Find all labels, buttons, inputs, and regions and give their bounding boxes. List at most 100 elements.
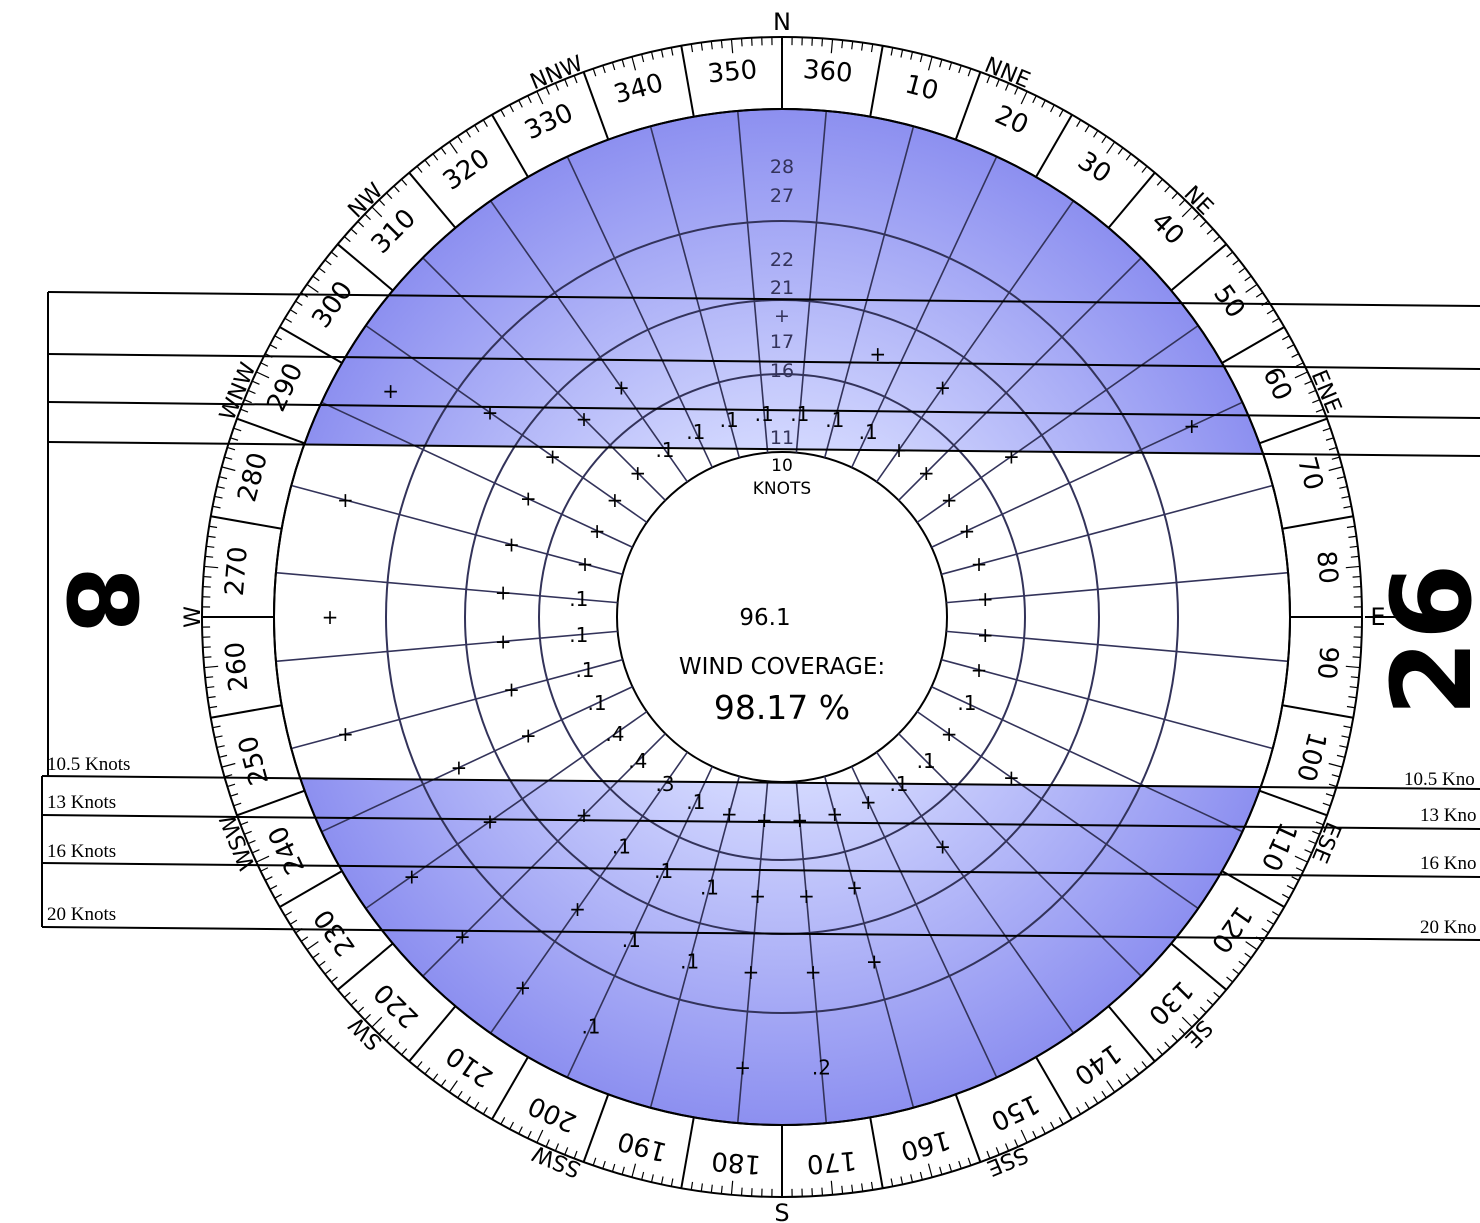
compass-tick <box>440 147 447 155</box>
degree-label: 200 <box>524 1090 582 1138</box>
compass-tick <box>256 855 270 863</box>
compass-tick <box>890 1178 894 1187</box>
compass-tick <box>251 849 260 854</box>
compass-tick <box>416 165 423 173</box>
compass-tick <box>1035 114 1073 178</box>
compass-tick <box>1312 399 1320 404</box>
wind-cell-value: .1 <box>755 402 774 426</box>
degree-label: 100 <box>1290 729 1332 785</box>
compass-tick <box>573 1150 578 1159</box>
compass-tick <box>440 1079 447 1087</box>
degree-label: 310 <box>366 203 422 259</box>
compass-tick <box>660 49 664 58</box>
wind-cell-value: .1 <box>0 0 10 5</box>
compass-tick <box>337 243 394 292</box>
compass-tick <box>670 1178 674 1187</box>
wind-cell-value: + <box>482 810 499 834</box>
compass-tick <box>1328 783 1337 788</box>
compass-tick <box>214 735 223 739</box>
compass-tick <box>730 39 734 54</box>
speed-ring-label: + <box>774 305 790 327</box>
compass-tick <box>424 159 431 167</box>
compass-tick <box>432 153 439 161</box>
compass-tick <box>1050 1121 1055 1130</box>
compass-tick <box>740 38 743 47</box>
compass-tick <box>312 275 320 282</box>
compass-tick <box>554 82 560 91</box>
compass-tick <box>318 267 326 274</box>
compass-tick <box>710 41 713 50</box>
degree-label: 210 <box>441 1040 499 1093</box>
compass-tick <box>621 59 625 68</box>
sector-spoke <box>649 126 741 458</box>
compass-tick <box>1141 1061 1148 1069</box>
compass-tick <box>1076 119 1082 128</box>
compass-tick <box>564 79 569 87</box>
compass-tick <box>1213 236 1221 243</box>
compass-tick <box>700 42 703 51</box>
calm-circle-fill <box>617 452 947 782</box>
compass-tick <box>378 199 386 206</box>
degree-label: 80 <box>1310 550 1343 586</box>
compass-tick <box>1295 867 1304 872</box>
sector-spoke <box>875 751 1075 1034</box>
wind-cell-value: + <box>0 0 8 5</box>
compass-tick <box>227 446 236 451</box>
compass-tick <box>350 228 358 235</box>
compass-tick <box>416 1061 423 1069</box>
compass-tick <box>1050 104 1055 113</box>
compass-tick <box>631 1163 637 1178</box>
compass-tick <box>219 754 228 758</box>
compass-tick <box>1035 1056 1073 1120</box>
compass-tick <box>1232 259 1240 266</box>
compass-tick <box>1328 466 1343 472</box>
compass-tick <box>1199 221 1207 228</box>
wind-cell-value: .1 <box>612 834 631 858</box>
compass-tick <box>306 941 319 951</box>
compass-tick <box>1336 754 1345 758</box>
sector-spoke <box>422 257 666 501</box>
sector-spoke <box>736 110 769 453</box>
compass-tick <box>204 565 219 569</box>
wind-cell-value: + <box>1183 414 1200 438</box>
compass-tick <box>554 1143 560 1152</box>
compass-tick <box>1004 82 1010 91</box>
compass-tick <box>1226 251 1234 258</box>
wind-cell-value: + <box>613 376 630 400</box>
compass-tick <box>204 665 219 669</box>
degree-label: 190 <box>614 1125 670 1167</box>
compass-tick <box>244 399 252 404</box>
compass-tick <box>209 705 218 709</box>
compass-tick <box>1004 1143 1010 1152</box>
guide-label-right: 13 Kno <box>1420 805 1476 826</box>
compass-tick <box>212 505 221 509</box>
compass-tick <box>690 1181 694 1190</box>
compass-tick <box>680 45 695 117</box>
compass-tick <box>247 839 256 845</box>
compass-tick <box>260 867 269 872</box>
wind-cell-value: + <box>860 790 877 814</box>
compass-tick <box>378 1028 386 1035</box>
compass-tick <box>509 104 514 113</box>
degree-label: 150 <box>986 1088 1044 1136</box>
compass-tick <box>203 656 212 659</box>
compass-tick <box>1295 362 1304 367</box>
wind-cell-value: .1 <box>686 790 705 814</box>
compass-tick <box>1106 141 1116 154</box>
compass-tick <box>274 893 283 899</box>
compass-tick <box>509 1121 514 1130</box>
compass-tick <box>465 130 471 138</box>
sector-spoke <box>941 658 1273 750</box>
compass-tick <box>1106 1080 1116 1093</box>
compass-tick <box>690 44 694 53</box>
degree-label: 90 <box>1311 645 1344 680</box>
compass-tick <box>474 1101 480 1110</box>
sector-spoke <box>291 658 623 750</box>
compass-tick <box>821 1187 824 1196</box>
sector-spoke <box>851 766 998 1078</box>
compass-tick <box>1308 839 1317 845</box>
compass-tick <box>284 317 293 323</box>
compass-tick <box>1156 178 1163 186</box>
runway-end-left: 8 <box>45 567 157 634</box>
